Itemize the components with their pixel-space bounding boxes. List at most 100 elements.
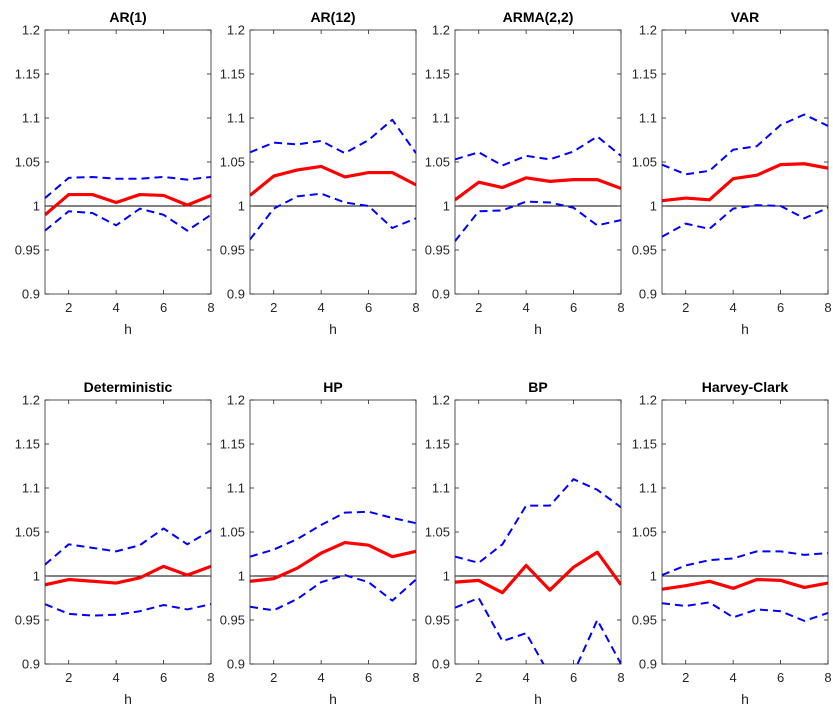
x-tick-label: 2 <box>65 300 72 315</box>
y-tick-label: 1 <box>238 199 245 214</box>
y-tick-label: 0.95 <box>220 243 245 258</box>
series-upper-band <box>250 510 416 558</box>
series-group <box>250 118 416 241</box>
y-tick-label: 1.15 <box>220 67 245 82</box>
y-tick-label: 1 <box>238 569 245 584</box>
y-tick-label: 0.95 <box>15 243 40 258</box>
panel-title: AR(1) <box>109 9 146 25</box>
panel-title: Harvey-Clark <box>702 379 789 395</box>
series-point-estimate <box>45 564 211 587</box>
y-tick-label: 0.9 <box>22 287 40 302</box>
y-tick-label: 1.05 <box>220 155 245 170</box>
plot-area <box>662 30 828 294</box>
x-tick-label: 2 <box>475 300 482 315</box>
y-tick-label: 1.05 <box>632 155 657 170</box>
x-tick-label: 4 <box>318 300 325 315</box>
y-tick-label: 0.95 <box>632 613 657 628</box>
plot-area <box>250 400 416 664</box>
panel-7: 0.9 0.95 1 1.05 1.1 1.15 1.2 2 4 6 8 BP h <box>425 379 625 705</box>
y-tick-label: 1.2 <box>22 23 40 38</box>
y-tick-label: 1.1 <box>639 111 657 126</box>
y-tick-label: 1 <box>650 199 657 214</box>
y-tick-label: 0.9 <box>227 657 245 672</box>
x-tick-label: 6 <box>570 300 577 315</box>
x-tick-label: 4 <box>730 300 737 315</box>
y-tick-label: 1.2 <box>639 393 657 408</box>
y-tick-label: 1.2 <box>22 393 40 408</box>
series-upper-band <box>45 527 211 566</box>
x-tick-label: 6 <box>365 300 372 315</box>
series-point-estimate <box>250 540 416 583</box>
x-tick-label: 2 <box>65 670 72 685</box>
series-group <box>45 527 211 617</box>
x-axis-label: h <box>534 321 542 337</box>
y-tick-label: 1.05 <box>220 525 245 540</box>
y-tick-label: 1.1 <box>432 481 450 496</box>
y-tick-label: 1.15 <box>425 67 450 82</box>
series-upper-band <box>662 113 828 176</box>
y-tick-label: 1 <box>650 569 657 584</box>
series-lower-band <box>662 601 828 622</box>
y-tick-label: 1.2 <box>432 393 450 408</box>
y-tick-label: 1 <box>33 199 40 214</box>
plot-area <box>455 30 621 294</box>
y-tick-label: 0.95 <box>425 243 450 258</box>
y-tick-label: 0.95 <box>425 613 450 628</box>
y-tick-label: 1.15 <box>632 67 657 82</box>
y-tick-label: 0.9 <box>22 657 40 672</box>
x-tick-label: 2 <box>270 670 277 685</box>
plot-area <box>662 400 828 664</box>
series-point-estimate <box>455 550 621 595</box>
plot-area <box>45 30 211 294</box>
y-tick-label: 0.95 <box>632 243 657 258</box>
x-tick-label: 4 <box>523 300 530 315</box>
series-point-estimate <box>250 164 416 197</box>
x-tick-label: 6 <box>777 670 784 685</box>
panel-title: AR(12) <box>310 9 355 25</box>
x-tick-label: 8 <box>617 300 624 315</box>
plot-area <box>45 400 211 664</box>
panel-title: BP <box>528 379 547 395</box>
x-tick-label: 4 <box>523 670 530 685</box>
series-group <box>455 478 621 664</box>
y-tick-label: 1.1 <box>227 111 245 126</box>
panel-2: 0.9 0.95 1 1.05 1.1 1.15 1.2 2 4 6 8 AR(12) h <box>220 9 420 337</box>
panel-title: VAR <box>731 9 760 25</box>
x-tick-label: 8 <box>207 300 214 315</box>
y-tick-label: 1.1 <box>22 111 40 126</box>
panel-8: 0.9 0.95 1 1.05 1.1 1.15 1.2 2 4 6 8 Harvey-Clark h <box>632 379 832 705</box>
y-tick-label: 1.05 <box>425 525 450 540</box>
y-tick-label: 1.05 <box>15 155 40 170</box>
y-tick-label: 0.9 <box>432 287 450 302</box>
series-upper-band <box>250 118 416 155</box>
x-tick-label: 4 <box>318 670 325 685</box>
x-tick-label: 6 <box>570 670 577 685</box>
panel-title: Deterministic <box>84 379 173 395</box>
x-tick-label: 4 <box>113 300 120 315</box>
y-tick-label: 1.15 <box>632 437 657 452</box>
x-tick-label: 8 <box>617 670 624 685</box>
x-tick-label: 8 <box>412 300 419 315</box>
y-tick-label: 1.1 <box>432 111 450 126</box>
y-tick-label: 1.15 <box>15 67 40 82</box>
y-tick-label: 0.9 <box>227 287 245 302</box>
x-axis-label: h <box>329 321 337 337</box>
y-tick-label: 0.9 <box>639 287 657 302</box>
x-tick-label: 8 <box>824 670 831 685</box>
panel-6: 0.9 0.95 1 1.05 1.1 1.15 1.2 2 4 6 8 HP h <box>220 379 420 705</box>
x-axis-label: h <box>741 691 749 705</box>
panel-title: HP <box>323 379 342 395</box>
series-upper-band <box>455 478 621 564</box>
panel-5: 0.9 0.95 1 1.05 1.1 1.15 1.2 2 4 6 8 Deterministic h <box>15 379 215 705</box>
x-tick-label: 2 <box>682 300 689 315</box>
series-point-estimate <box>662 162 828 203</box>
x-tick-label: 2 <box>475 670 482 685</box>
x-tick-label: 2 <box>270 300 277 315</box>
y-tick-label: 0.9 <box>432 657 450 672</box>
panel-1: 0.9 0.95 1 1.05 1.1 1.15 1.2 2 4 6 8 AR(1) h <box>15 9 215 337</box>
y-tick-label: 1.1 <box>639 481 657 496</box>
y-tick-label: 1.2 <box>227 23 245 38</box>
x-axis-label: h <box>741 321 749 337</box>
y-tick-label: 1.15 <box>15 437 40 452</box>
